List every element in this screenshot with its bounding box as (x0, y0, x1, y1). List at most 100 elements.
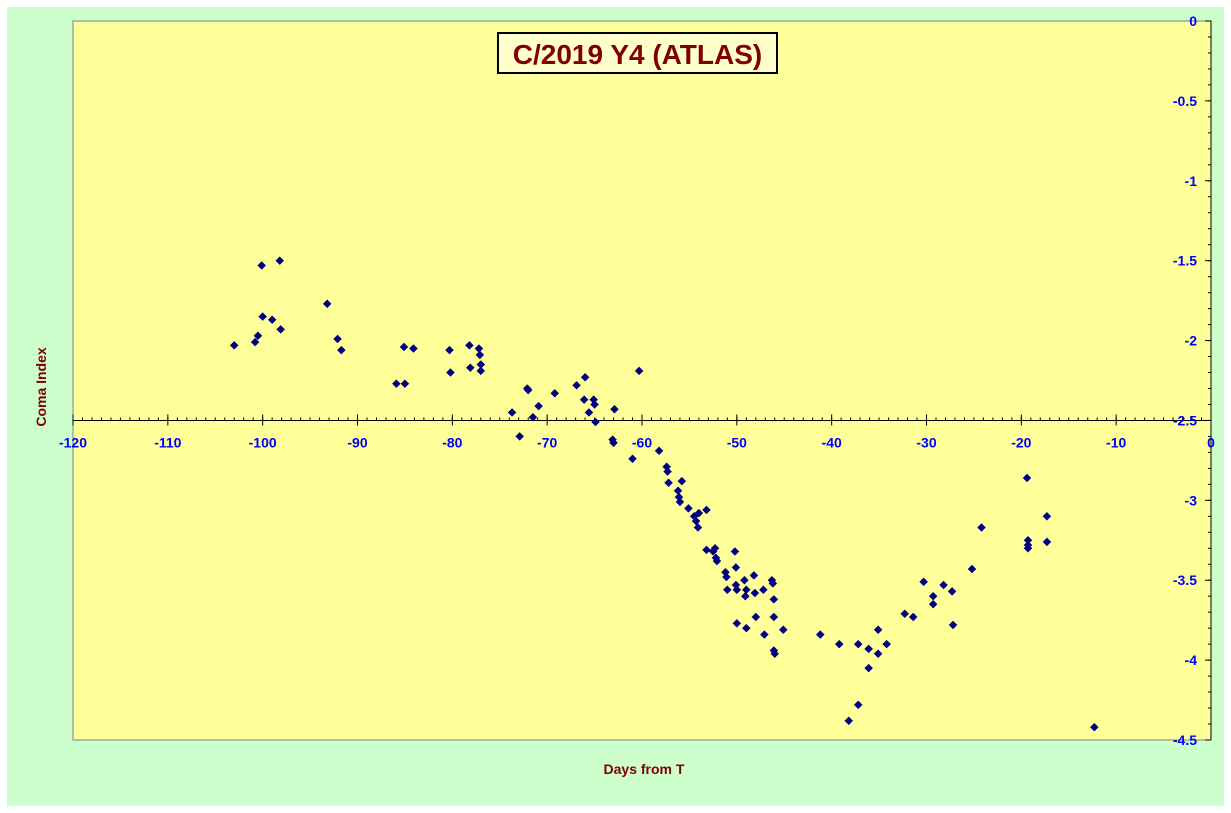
data-point (967, 564, 977, 574)
data-point (873, 649, 883, 659)
x-tick-label: -30 (916, 434, 936, 450)
y-tick-label: -3.5 (1173, 572, 1197, 588)
y-tick-label: -3 (1185, 492, 1198, 508)
data-point (769, 595, 779, 604)
data-point (267, 315, 277, 325)
data-point (572, 380, 581, 390)
data-point (337, 345, 346, 355)
data-point (750, 588, 760, 598)
data-point (741, 585, 751, 595)
data-point (409, 344, 418, 353)
data-point (253, 331, 263, 341)
data-point (465, 363, 475, 373)
data-point (445, 345, 454, 355)
data-point (778, 625, 788, 635)
data-point (740, 575, 749, 585)
data-point (276, 325, 286, 334)
data-point (663, 467, 672, 476)
data-point (591, 417, 600, 427)
y-axis: 0 -0.5 -1 -1.5 -2 -2.5 -3 -3.5 -4 -4.5 (1173, 13, 1212, 748)
y-tick-label: -2 (1185, 333, 1198, 349)
data-point (1042, 537, 1052, 547)
x-tick-label: -80 (442, 434, 462, 450)
data-point (1022, 473, 1032, 483)
data-point (476, 366, 486, 376)
data-point (1042, 511, 1052, 521)
data-point (534, 401, 543, 411)
data-point (731, 563, 741, 572)
data-point (947, 587, 957, 596)
data-point (579, 395, 589, 405)
plot-area (72, 20, 1212, 741)
data-point (590, 400, 599, 409)
data-point (759, 585, 768, 595)
data-point (770, 649, 780, 659)
data-point (475, 350, 485, 360)
y-axis-title: Coma Index (33, 347, 49, 427)
data-point (732, 585, 742, 595)
data-point (741, 623, 751, 633)
data-point (722, 572, 731, 582)
data-point (712, 556, 722, 566)
data-point (446, 368, 455, 377)
data-point (864, 663, 874, 673)
chart-title-frame (497, 32, 778, 74)
data-point (693, 523, 703, 532)
data-point (610, 404, 619, 414)
y-tick-label: -4 (1185, 652, 1198, 668)
x-tick-label: -90 (347, 434, 367, 450)
data-point (768, 579, 778, 588)
data-point (250, 337, 260, 347)
data-point (853, 700, 863, 710)
data-point (749, 571, 759, 580)
data-point (873, 625, 883, 635)
x-tick-label: -40 (822, 434, 842, 450)
data-point (333, 334, 342, 344)
chart-title-box: C/2019 Y4 (ATLAS) (497, 32, 778, 74)
data-point (908, 612, 918, 622)
data-point (675, 497, 685, 507)
data-point (528, 412, 538, 422)
x-axis: -120-110-100-90-80-70-60-50-40-30-20-100 (59, 414, 1215, 450)
y-tick-label: -4.5 (1173, 732, 1197, 748)
chart-title: C/2019 Y4 (ATLAS) (513, 39, 762, 70)
data-point (834, 639, 844, 649)
data-point (322, 299, 332, 309)
data-point (751, 612, 761, 622)
data-point (229, 340, 239, 350)
x-tick-label: -50 (727, 434, 747, 450)
data-point (710, 543, 720, 553)
data-point (684, 503, 693, 513)
data-point (702, 505, 711, 515)
x-tick-label: -70 (537, 434, 557, 450)
data-point (730, 547, 740, 556)
data-point (702, 545, 711, 555)
data-point (628, 454, 637, 464)
x-axis-title: Days from T (604, 761, 685, 777)
y-tick-label: -2.5 (1173, 412, 1197, 428)
y-tick-label: -1.5 (1173, 253, 1197, 269)
x-tick-label: -60 (632, 434, 652, 450)
data-point (399, 342, 409, 352)
data-point (664, 478, 673, 488)
data-point (275, 256, 285, 266)
data-point (677, 476, 687, 486)
data-point (815, 630, 825, 639)
data-point (609, 438, 618, 448)
data-point (919, 577, 929, 587)
x-tick-label: -110 (154, 434, 181, 450)
data-point (523, 385, 533, 395)
y-tick-label: 0 (1189, 13, 1197, 29)
data-point (722, 585, 732, 595)
data-point (654, 446, 664, 456)
data-point (853, 639, 863, 649)
data-point (507, 408, 517, 417)
data-point (580, 372, 590, 382)
data-point (741, 591, 750, 601)
data-points (229, 256, 1099, 732)
data-point (939, 580, 948, 590)
data-point (882, 639, 892, 649)
data-point (400, 379, 410, 389)
data-point (550, 388, 560, 398)
